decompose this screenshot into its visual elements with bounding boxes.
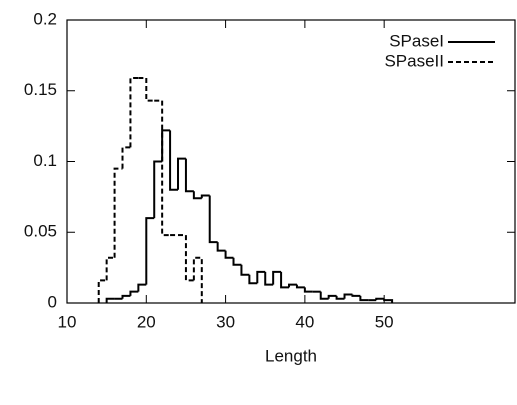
y-tick-label: 0.15 <box>24 80 57 99</box>
histogram-step <box>113 167 123 258</box>
histogram-step <box>343 293 353 299</box>
y-tick-label: 0.1 <box>33 151 57 170</box>
histogram-step <box>327 294 337 299</box>
histogram-step <box>192 256 203 303</box>
histogram-step <box>319 291 329 300</box>
histogram-step <box>224 250 234 259</box>
histogram-step <box>145 78 155 102</box>
histogram-step <box>129 290 139 296</box>
y-tick-label: 0.2 <box>33 9 57 28</box>
histogram-step <box>295 284 305 289</box>
histogram-step <box>161 129 171 162</box>
histogram-step <box>105 256 115 281</box>
histogram-step <box>256 270 266 284</box>
histogram-step <box>288 283 297 288</box>
x-axis-label: Length <box>265 346 317 365</box>
legend-label: SPaseI <box>389 31 444 50</box>
histogram-step <box>383 298 394 303</box>
x-tick-label: 50 <box>375 312 394 331</box>
histogram-step <box>161 100 171 237</box>
histogram-step <box>97 279 107 303</box>
histogram-step <box>184 235 194 282</box>
x-tick-label: 40 <box>295 312 314 331</box>
histogram-step <box>192 191 202 200</box>
histogram-step <box>184 158 194 193</box>
histogram-step <box>240 264 250 276</box>
histogram-step <box>129 77 139 148</box>
histogram-step <box>280 271 290 289</box>
legend-label: SPaseII <box>384 51 444 70</box>
y-tick-label: 0.05 <box>24 222 57 241</box>
histogram-step <box>303 287 313 293</box>
histogram-step <box>335 295 345 300</box>
plot-frame <box>66 19 516 304</box>
histogram-step <box>153 160 163 219</box>
x-tick-label: 20 <box>137 312 156 331</box>
histogram-step <box>232 257 242 266</box>
histogram-step <box>248 274 258 285</box>
x-tick-label: 10 <box>58 312 77 331</box>
histogram-step <box>359 295 369 302</box>
x-tick-label: 30 <box>216 312 235 331</box>
y-tick-label: 0 <box>48 292 57 311</box>
histogram-step <box>177 157 186 190</box>
histogram-step <box>121 294 131 299</box>
histogram-step <box>105 297 115 303</box>
histogram-step <box>216 242 226 252</box>
histogram-step <box>137 283 147 292</box>
histogram-step <box>208 195 218 244</box>
histogram-step <box>169 130 179 191</box>
histogram-step <box>272 270 282 285</box>
histogram-step <box>200 194 210 199</box>
histogram-step <box>145 217 155 285</box>
histogram-step <box>264 271 274 286</box>
histogram-step <box>351 294 361 297</box>
histogram-step <box>375 297 385 301</box>
histogram-step <box>121 146 131 169</box>
